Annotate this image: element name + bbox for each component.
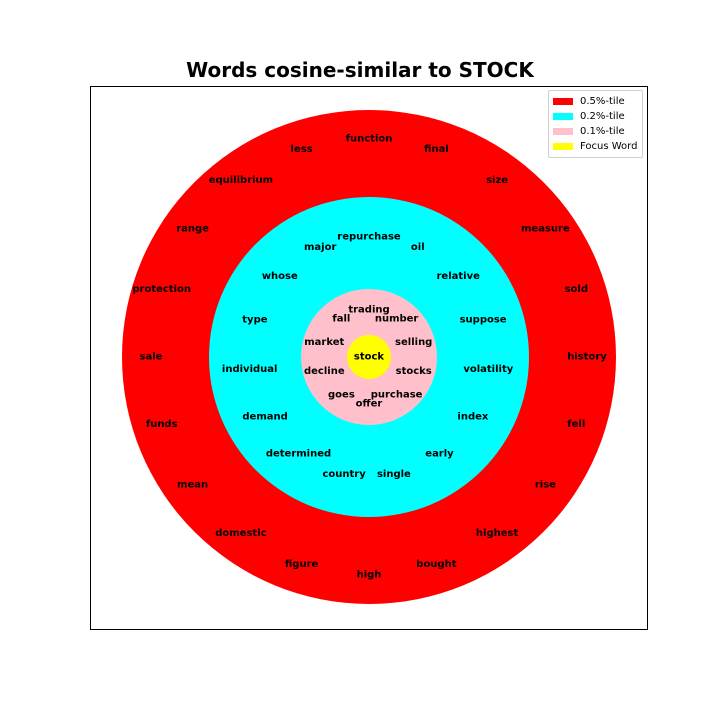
focus-word-label: stock: [354, 352, 385, 363]
word-label-ring2: type: [242, 314, 267, 325]
word-label-ring3: market: [304, 337, 344, 348]
word-label-ring3: offer: [356, 399, 383, 410]
word-label-ring1: funds: [146, 419, 178, 430]
word-label-ring1: mean: [177, 480, 208, 491]
legend-item-inner: 0.1%-tile: [553, 124, 638, 139]
word-label-ring2: country: [322, 469, 366, 480]
word-label-ring2: early: [425, 449, 454, 460]
word-label-ring2: whose: [262, 271, 298, 282]
word-label-ring2: volatility: [463, 364, 513, 375]
word-label-ring3: selling: [395, 337, 432, 348]
word-label-ring1: sold: [565, 284, 588, 295]
word-label-ring1: rise: [535, 480, 556, 491]
word-label-ring2: demand: [242, 412, 287, 423]
word-label-ring2: determined: [266, 449, 331, 460]
legend-swatch-outer: [553, 98, 573, 105]
word-label-ring2: relative: [436, 271, 480, 282]
word-label-ring2: major: [304, 242, 336, 253]
word-label-ring1: less: [291, 144, 313, 155]
word-label-ring1: equilibrium: [209, 175, 273, 186]
legend: 0.5%-tile 0.2%-tile 0.1%-tile Focus Word: [548, 90, 643, 158]
chart-title: Words cosine-similar to STOCK: [186, 58, 534, 82]
legend-item-middle: 0.2%-tile: [553, 109, 638, 124]
word-label-ring2: repurchase: [337, 232, 401, 243]
word-label-ring1: final: [424, 144, 449, 155]
word-label-ring1: bought: [416, 559, 456, 570]
legend-label-outer: 0.5%-tile: [580, 96, 625, 107]
focus-disk: [347, 335, 391, 379]
word-label-ring2: individual: [222, 364, 278, 375]
word-label-ring1: size: [486, 175, 508, 186]
word-label-ring3: fall: [332, 314, 350, 325]
word-label-ring2: suppose: [460, 314, 507, 325]
word-label-ring3: purchase: [371, 390, 423, 401]
word-label-ring3: trading: [348, 305, 389, 316]
word-label-ring2: index: [457, 412, 488, 423]
legend-item-focus: Focus Word: [553, 139, 638, 154]
word-label-ring3: decline: [304, 366, 345, 377]
legend-label-focus: Focus Word: [580, 141, 638, 152]
legend-item-outer: 0.5%-tile: [553, 94, 638, 109]
word-label-ring1: sale: [140, 352, 163, 363]
legend-swatch-inner: [553, 128, 573, 135]
legend-label-middle: 0.2%-tile: [580, 111, 625, 122]
word-label-ring1: history: [567, 352, 607, 363]
word-label-ring1: measure: [521, 223, 570, 234]
word-label-ring1: range: [176, 223, 209, 234]
word-label-ring1: fell: [567, 419, 585, 430]
word-label-ring1: figure: [285, 559, 319, 570]
word-label-ring1: highest: [476, 528, 519, 539]
legend-swatch-focus: [553, 143, 573, 150]
word-label-ring3: goes: [328, 390, 355, 401]
legend-label-inner: 0.1%-tile: [580, 126, 625, 137]
word-label-ring1: protection: [132, 284, 191, 295]
word-label-ring3: stocks: [396, 366, 432, 377]
word-label-ring3: number: [375, 314, 419, 325]
word-label-ring2: oil: [411, 242, 425, 253]
word-label-ring1: function: [346, 134, 393, 145]
legend-swatch-middle: [553, 113, 573, 120]
word-label-ring2: single: [377, 469, 411, 480]
word-label-ring1: domestic: [215, 528, 266, 539]
plot-frame: [90, 86, 648, 630]
word-label-ring1: high: [357, 570, 382, 581]
